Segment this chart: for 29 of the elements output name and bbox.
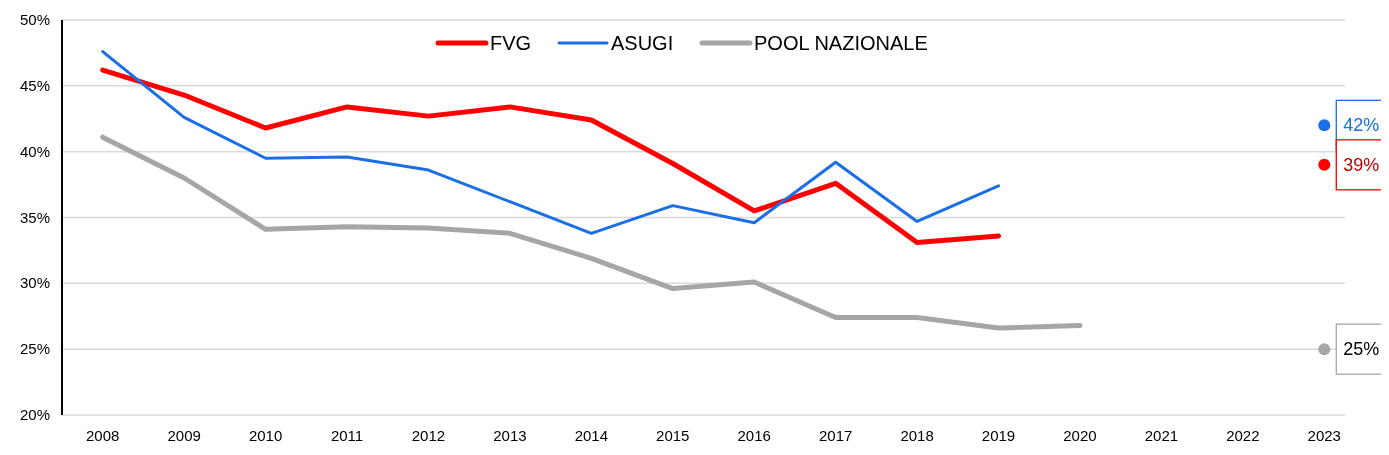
x-tick-label: 2023 (1307, 427, 1341, 444)
legend-label: POOL NAZIONALE (754, 32, 928, 54)
y-tick-label: 20% (19, 406, 50, 423)
y-tick-label: 30% (19, 274, 50, 292)
x-tick-label: 2017 (818, 427, 853, 444)
y-tick-label: 40% (19, 142, 50, 160)
x-tick-label: 2013 (493, 427, 527, 444)
data-label: 25% (1343, 339, 1380, 360)
y-tick-label: 45% (19, 76, 50, 94)
y-tick-label: 50% (19, 11, 50, 28)
x-tick-label: 2020 (1063, 427, 1097, 444)
x-tick-label: 2014 (574, 427, 609, 444)
legend-label: ASUGI (611, 32, 674, 54)
y-tick-label: 35% (19, 208, 50, 226)
data-label: 39% (1343, 154, 1380, 175)
x-tick-label: 2010 (248, 427, 283, 444)
legend-label: FVG (490, 32, 532, 54)
x-tick-label: 2011 (330, 427, 364, 444)
y-tick-label: 25% (19, 340, 50, 358)
x-tick-label: 2018 (900, 427, 934, 444)
x-tick-label: 2021 (1144, 427, 1179, 444)
x-tick-label: 2012 (411, 427, 446, 444)
x-tick-label: 2016 (737, 427, 771, 444)
x-tick-label: 2019 (981, 427, 1016, 444)
x-tick-label: 2015 (656, 427, 690, 444)
x-tick-label: 2008 (86, 427, 120, 444)
x-tick-label: 2022 (1226, 427, 1260, 444)
data-label: 42% (1343, 115, 1380, 136)
x-tick-label: 2009 (167, 427, 201, 444)
